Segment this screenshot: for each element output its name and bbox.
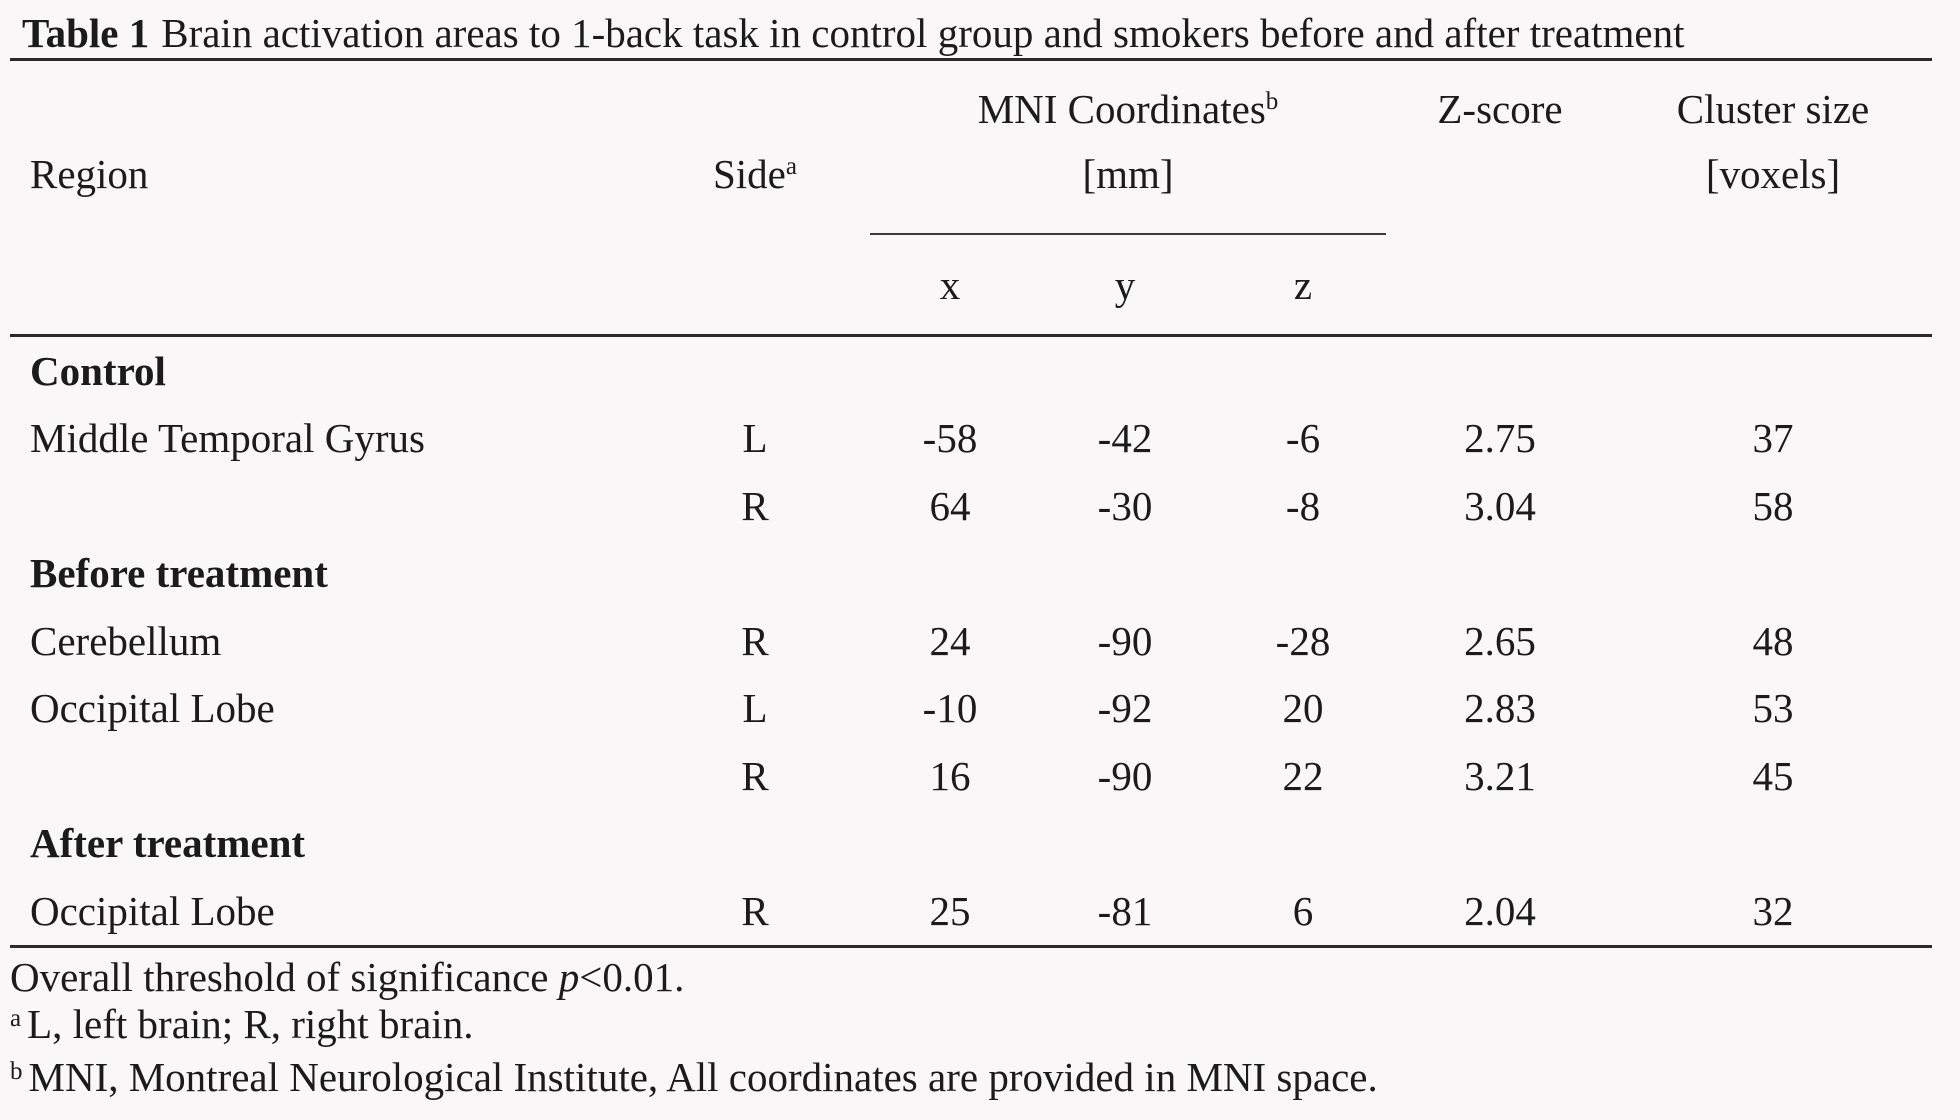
z-cell: -8: [1285, 482, 1321, 529]
cluster-cell: 48: [1752, 617, 1794, 664]
region-cell: Occipital Lobe: [30, 887, 275, 934]
footnote-a: a L, left brain; R, right brain.: [10, 1001, 1960, 1054]
section-label: Before treatment: [30, 550, 328, 597]
header-side-superscript: a: [785, 153, 797, 180]
section-label: Control: [30, 347, 166, 394]
footnote-threshold-suffix: <0.01.: [579, 953, 685, 1000]
section-label: After treatment: [30, 820, 306, 867]
side-cell: L: [742, 685, 768, 732]
region-cell: Occipital Lobe: [30, 685, 275, 732]
y-cell: -81: [1097, 887, 1153, 934]
footnote-b-text: MNI, Montreal Neurological Institute, Al…: [28, 1053, 1378, 1100]
y-cell: -30: [1097, 482, 1153, 529]
x-cell: [870, 540, 1030, 608]
table-caption: Table 1 Brain activation areas to 1-back …: [22, 10, 1960, 56]
z-cell: 22: [1282, 752, 1324, 799]
zscore-cell: 2.75: [1464, 415, 1536, 462]
footnote-a-superscript: a: [10, 1004, 22, 1032]
z-cell: [1220, 337, 1386, 405]
header-mni-superscript: b: [1265, 88, 1279, 115]
side-cell: [640, 810, 870, 878]
table-caption-text: Brain activation areas to 1-back task in…: [161, 10, 1685, 56]
side-cell: R: [741, 482, 769, 529]
zscore-cell: [1386, 337, 1614, 405]
x-cell: [870, 337, 1030, 405]
zscore-cell: [1386, 540, 1614, 608]
region-cell: Middle Temporal Gyrus: [30, 415, 425, 462]
cluster-cell: [1614, 337, 1932, 405]
header-y: y: [1114, 261, 1136, 308]
header-mni-label: MNI Coordinates: [977, 86, 1266, 132]
cluster-cell: 53: [1752, 685, 1794, 732]
zscore-cell: 3.04: [1464, 482, 1536, 529]
header-mm-unit: [mm]: [1082, 151, 1174, 197]
side-cell: L: [742, 415, 768, 462]
zscore-cell: 2.04: [1464, 887, 1536, 934]
table-number: Table 1: [22, 10, 150, 56]
side-cell: R: [741, 887, 769, 934]
z-cell: -6: [1285, 415, 1321, 462]
z-cell: [1220, 540, 1386, 608]
footnote-a-text: L, left brain; R, right brain.: [27, 1000, 474, 1047]
region-cell: [10, 472, 640, 540]
mni-group-rule: [870, 211, 1386, 235]
side-cell: [640, 540, 870, 608]
zscore-cell: 3.21: [1464, 752, 1536, 799]
x-cell: 24: [929, 617, 971, 664]
data-table: MNI Coordinatesb Z-score Cluster size Re…: [10, 58, 1932, 948]
side-cell: R: [741, 617, 769, 664]
y-cell: -90: [1097, 617, 1153, 664]
header-z: z: [1293, 261, 1313, 308]
y-cell: -90: [1097, 752, 1153, 799]
table-footnotes: Overall threshold of significance p<0.01…: [10, 954, 1960, 1107]
x-cell: [870, 810, 1030, 878]
cluster-cell: 58: [1752, 482, 1794, 529]
y-cell: [1030, 337, 1220, 405]
region-cell: Cerebellum: [30, 617, 222, 664]
cluster-cell: 32: [1752, 887, 1794, 934]
table-header: MNI Coordinatesb Z-score Cluster size Re…: [10, 58, 1932, 337]
cluster-cell: [1614, 810, 1932, 878]
footnote-b-superscript: b: [10, 1057, 23, 1085]
footnote-b: b MNI, Montreal Neurological Institute, A…: [10, 1054, 1960, 1107]
zscore-cell: 2.65: [1464, 617, 1536, 664]
footnote-p-symbol: p: [558, 953, 580, 1000]
z-cell: 20: [1282, 685, 1324, 732]
header-x: x: [939, 261, 961, 308]
y-cell: [1030, 810, 1220, 878]
y-cell: -92: [1097, 685, 1153, 732]
side-cell: [640, 337, 870, 405]
zscore-cell: [1386, 810, 1614, 878]
z-cell: [1220, 810, 1386, 878]
footnote-threshold: Overall threshold of significance p<0.01…: [10, 954, 1960, 1001]
cluster-cell: 37: [1752, 415, 1794, 462]
header-cluster-size: Cluster size: [1676, 86, 1870, 132]
side-cell: R: [741, 752, 769, 799]
table-body: Control Middle Temporal Gyrus L -58 -42 …: [10, 337, 1932, 948]
zscore-cell: 2.83: [1464, 685, 1536, 732]
cluster-cell: [1614, 540, 1932, 608]
z-cell: -28: [1275, 617, 1331, 664]
header-voxels-unit: [voxels]: [1705, 151, 1841, 197]
header-mni-coordinates: MNI Coordinatesb: [870, 61, 1386, 137]
x-cell: 25: [929, 887, 971, 934]
z-cell: 6: [1292, 887, 1314, 934]
header-region: Region: [30, 151, 149, 197]
header-side: Sidea: [640, 137, 870, 211]
x-cell: 64: [929, 482, 971, 529]
region-cell: [10, 742, 640, 810]
footnote-threshold-prefix: Overall threshold of significance: [10, 953, 559, 1000]
header-side-label: Side: [712, 151, 786, 197]
x-cell: 16: [929, 752, 971, 799]
y-cell: [1030, 540, 1220, 608]
cluster-cell: 45: [1752, 752, 1794, 799]
y-cell: -42: [1097, 415, 1153, 462]
header-zscore: Z-score: [1437, 86, 1563, 132]
x-cell: -10: [922, 685, 978, 732]
x-cell: -58: [922, 415, 978, 462]
